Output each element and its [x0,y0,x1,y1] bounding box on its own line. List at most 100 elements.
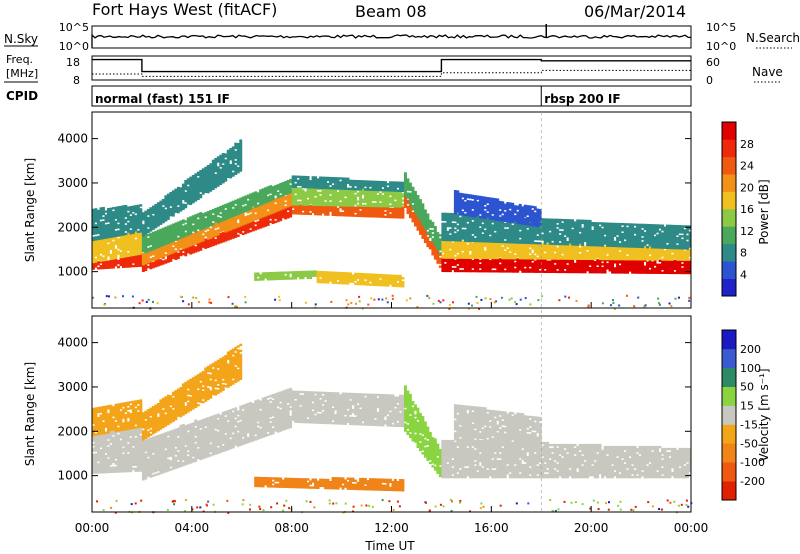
power-cell [324,191,327,195]
power-cell [239,225,243,228]
power-cell [239,157,243,160]
power-cell [571,249,575,252]
power-cell [112,247,115,250]
power-cell [146,253,150,256]
power-cell [174,194,178,197]
power-cell [107,212,110,215]
power-cell [129,216,133,219]
power-cell [94,246,98,249]
power-cell [349,200,352,203]
power-cell [536,268,540,271]
power-cell [446,269,450,273]
power-cell [606,259,609,262]
power-cell [181,207,185,210]
power-cell [376,204,380,208]
power-cell [404,201,407,204]
power-cell [501,254,505,258]
power-cell [216,229,220,232]
power-cell [528,270,532,273]
power-cell [204,190,208,193]
power-cell [431,249,435,252]
power-cell [451,244,455,247]
power-cell [414,206,417,210]
power-cell [209,169,213,172]
power-cell [686,254,689,257]
power-cell [364,196,367,199]
power-cell [598,267,602,270]
power-cell [276,205,280,208]
power-cell [443,232,447,236]
power-cell [636,259,639,262]
power-cell [256,272,260,275]
power-cell [254,276,258,279]
power-cell [206,241,210,244]
power-cell [179,203,183,206]
power-cell [291,273,295,276]
power-cell [251,215,255,218]
power-cell [94,224,98,227]
power-cell [196,177,200,180]
power-cell [331,275,335,278]
power-cell [164,199,168,202]
power-cell [473,256,477,259]
power-cell [433,232,437,235]
power-cell [109,237,113,241]
power-cell [481,262,485,265]
power-cell [256,198,260,201]
power-cell [683,250,687,253]
power-cell [379,184,382,188]
power-cell [304,191,307,194]
power-cell [311,180,315,183]
power-cell [311,184,315,187]
power-cell [421,223,425,226]
power-cell [171,239,175,242]
power-cell [176,194,180,198]
power-cell [211,173,215,176]
power-cell [279,206,283,209]
power-cell [191,249,195,252]
power-cell [104,264,108,268]
power-cell [266,207,270,210]
power-cell [618,257,622,261]
power-cell [179,187,183,190]
power-cell [194,240,198,243]
power-cell [276,217,280,221]
power-cell [653,252,657,255]
power-cell [219,168,223,171]
power-cell [349,212,352,215]
power-cell [131,264,135,268]
power-cell [131,231,135,234]
power-cell [663,252,667,255]
power-cell [374,283,377,286]
power-cell [102,262,105,266]
power-cell [134,205,138,208]
power-cell [331,195,335,199]
power-cell [296,271,300,274]
power-cell [109,207,113,210]
power-cell [324,277,327,280]
power-cell [191,181,195,184]
power-cell [451,237,455,240]
power-cell [154,209,158,213]
power-cell [409,182,412,185]
power-cell [226,223,230,226]
power-cell [461,246,465,249]
power-cell [214,219,218,223]
power-cell [506,252,510,256]
power-cell [201,184,205,187]
power-cell [176,239,180,242]
power-cell [196,181,200,184]
power-cell [299,189,303,192]
power-cell [538,245,542,248]
power-cell [501,268,505,271]
power-cell [366,275,370,278]
power-cell [453,267,457,271]
power-cell [259,222,263,225]
power-cell [578,262,582,266]
power-cell [506,254,510,258]
power-cell [234,224,238,227]
power-cell [239,224,243,227]
power-cell [401,210,405,213]
power-cell [608,269,612,272]
power-cell [119,243,123,247]
